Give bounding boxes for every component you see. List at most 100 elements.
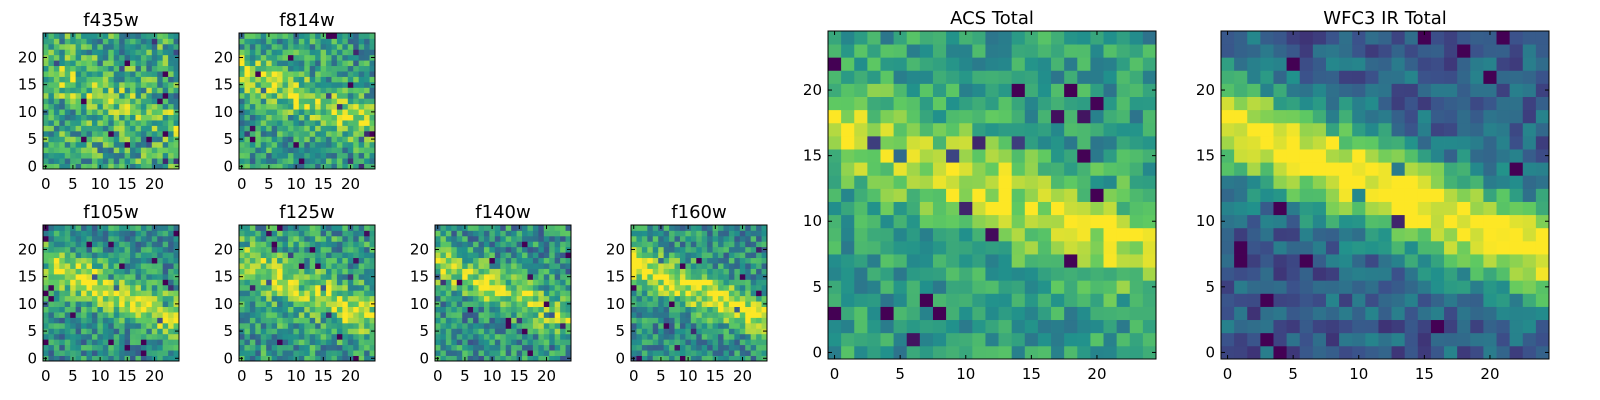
- heatmap-cell: [277, 225, 283, 231]
- heatmap-cell: [505, 241, 512, 248]
- heatmap-cell: [739, 295, 746, 302]
- heatmap-cell: [841, 293, 855, 307]
- heatmap-cell: [1378, 293, 1392, 307]
- heatmap-cell: [97, 76, 104, 83]
- heatmap-cell: [998, 254, 1013, 268]
- heatmap-cell: [102, 114, 109, 121]
- heatmap-cell: [255, 295, 262, 302]
- heatmap-cell: [277, 109, 283, 115]
- heatmap-cell: [53, 252, 60, 259]
- heatmap-cell: [336, 230, 343, 237]
- heatmap-cell: [91, 163, 98, 170]
- x-tick-label: 15: [118, 367, 137, 385]
- heatmap-cell: [91, 301, 98, 307]
- heatmap-cell: [97, 246, 104, 253]
- heatmap-cell: [293, 60, 300, 67]
- heatmap-cell: [652, 263, 659, 269]
- heatmap-cell: [255, 130, 262, 137]
- heatmap-cell: [761, 295, 768, 302]
- heatmap-cell: [701, 295, 708, 302]
- heatmap-cell: [124, 43, 131, 50]
- heatmap-cell: [43, 279, 49, 286]
- heatmap-cell: [679, 350, 686, 356]
- heatmap-cell: [119, 71, 125, 77]
- heatmap-cell: [102, 81, 109, 88]
- heatmap-cell: [59, 114, 66, 121]
- heatmap-cell: [271, 109, 278, 115]
- heatmap-cell: [75, 241, 82, 248]
- heatmap-cell: [266, 65, 273, 72]
- heatmap-cell: [906, 293, 921, 307]
- heatmap-cell: [532, 252, 539, 259]
- heatmap-cell: [369, 114, 376, 121]
- heatmap-cell: [173, 317, 180, 324]
- heatmap-cell: [445, 344, 452, 351]
- heatmap-cell: [331, 152, 338, 159]
- heatmap-cell: [282, 163, 289, 170]
- heatmap-cell: [260, 76, 267, 83]
- heatmap-cell: [1051, 109, 1065, 124]
- heatmap-cell: [549, 301, 556, 307]
- heatmap-cell: [97, 71, 104, 77]
- heatmap-cell: [108, 301, 115, 307]
- heatmap-cell: [130, 152, 136, 159]
- heatmap-cell: [173, 279, 180, 286]
- heatmap-cell: [315, 284, 321, 291]
- heatmap-cell: [48, 263, 55, 269]
- heatmap-cell: [750, 225, 757, 231]
- heatmap-cell: [919, 319, 934, 334]
- heatmap-cell: [522, 312, 528, 318]
- heatmap-cell: [750, 328, 757, 335]
- heatmap-cell: [336, 284, 343, 291]
- heatmap-cell: [946, 293, 960, 307]
- heatmap-cell: [1457, 214, 1471, 229]
- heatmap-cell: [467, 328, 474, 335]
- heatmap-cell: [841, 149, 855, 163]
- heatmap-cell: [97, 103, 104, 110]
- heatmap-cell: [1129, 201, 1144, 216]
- x-tick-label: 15: [314, 367, 333, 385]
- heatmap-cell: [298, 322, 305, 329]
- heatmap-cell: [532, 339, 539, 346]
- heatmap-cell: [565, 252, 572, 259]
- heatmap-cell: [293, 257, 300, 264]
- heatmap-cell: [690, 317, 697, 324]
- heatmap-cell: [1286, 188, 1301, 202]
- heatmap-cell: [723, 301, 730, 307]
- heatmap-cell: [674, 295, 681, 302]
- heatmap-cell: [750, 241, 757, 248]
- heatmap-cell: [48, 273, 55, 280]
- heatmap-cell: [696, 301, 703, 307]
- heatmap-cell: [489, 306, 496, 313]
- heatmap-cell: [932, 306, 947, 321]
- heatmap-cell: [282, 306, 289, 313]
- heatmap-cell: [255, 312, 262, 318]
- heatmap-cell: [353, 54, 360, 61]
- heatmap-cell: [663, 301, 670, 307]
- heatmap-cell: [151, 43, 158, 50]
- heatmap-cell: [282, 87, 289, 94]
- heatmap-cell: [1090, 83, 1104, 97]
- heatmap-cell: [932, 319, 947, 334]
- heatmap-cell: [239, 38, 245, 45]
- heatmap-cell: [718, 322, 724, 329]
- heatmap-cell: [81, 33, 87, 39]
- heatmap-cell: [723, 268, 730, 275]
- heatmap-cell: [108, 98, 115, 105]
- heatmap-cell: [538, 246, 545, 253]
- heatmap-cell: [1273, 188, 1287, 202]
- heatmap-cell: [151, 109, 158, 115]
- heatmap-cell: [1522, 254, 1537, 268]
- heatmap-cell: [320, 344, 327, 351]
- heatmap-cell: [462, 257, 469, 264]
- heatmap-cell: [652, 268, 659, 275]
- heatmap-cell: [946, 254, 960, 268]
- heatmap-cell: [255, 65, 262, 72]
- heatmap-cell: [500, 235, 507, 242]
- heatmap-cell: [685, 241, 692, 248]
- heatmap-cell: [320, 284, 327, 291]
- heatmap-cell: [108, 252, 115, 259]
- heatmap-cell: [298, 344, 305, 351]
- heatmap-cell: [1404, 188, 1419, 202]
- heatmap-cell: [456, 246, 463, 253]
